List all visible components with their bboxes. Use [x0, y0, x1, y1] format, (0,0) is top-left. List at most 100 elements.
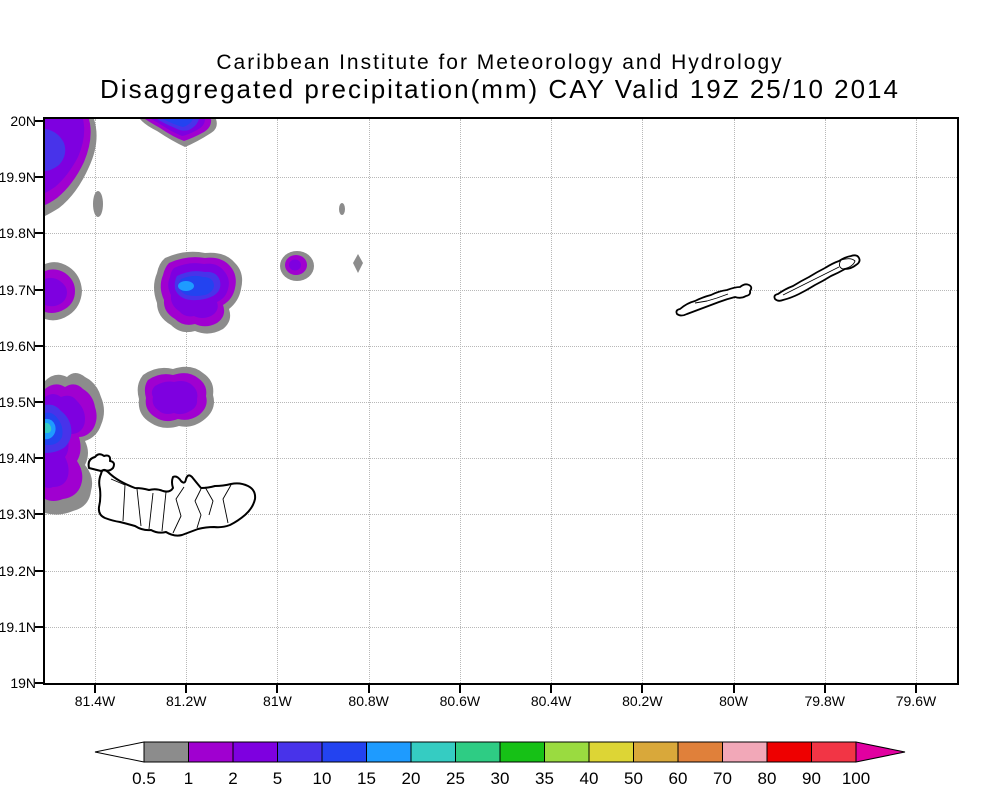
colorbar-label: 100	[842, 769, 870, 788]
lon-tick-mark	[732, 685, 735, 693]
contour-band-5-10	[45, 129, 66, 171]
lon-tick-label: 79.8W	[804, 693, 845, 709]
colorbar-segment	[455, 741, 501, 763]
gridline-latitude	[45, 458, 957, 460]
gridline-latitude	[45, 570, 957, 572]
contour-band-0.5-1	[353, 254, 363, 273]
colorbar-segment	[588, 741, 634, 763]
map-plot-area: 81.4W 81.2W 81W 80.8W 80.6W 80.4W 80.2W 80W 79.8…	[0, 113, 959, 709]
district-boundaries	[110, 478, 232, 534]
lon-tick-label: 81.2W	[165, 693, 207, 709]
lat-tick-mark	[35, 120, 43, 122]
contour-band-2-5	[45, 277, 67, 307]
contour-band-10-15	[179, 275, 214, 296]
lat-tick-mark	[35, 288, 43, 291]
contour-band-10-15	[163, 119, 193, 127]
colorbar-segment	[410, 741, 456, 763]
lat-tick-mark	[35, 569, 43, 572]
gridline-longitude	[824, 119, 826, 683]
colorbar-segment	[499, 741, 545, 763]
precip-cell-5	[45, 262, 82, 321]
colorbar: 0.5 1 2 5 10 15 20 25 30 35 40 50 60 70 80 90 100	[94, 741, 906, 788]
colorbar-label: 2	[228, 769, 237, 788]
colorbar-segment	[277, 741, 323, 763]
precip-cell-9	[137, 366, 214, 428]
lon-tick-mark	[185, 685, 188, 693]
gridline-longitude	[915, 119, 917, 683]
gridline-latitude	[45, 626, 957, 628]
lat-tick-mark	[35, 457, 43, 460]
colorbar-label: 30	[491, 769, 510, 788]
lat-tick-label: 19.5N	[0, 394, 36, 410]
colorbar-label: 15	[357, 769, 376, 788]
island-outline-little-cayman	[675, 283, 753, 317]
lon-tick-mark	[641, 685, 644, 693]
colorbar-label: 40	[580, 769, 599, 788]
colorbar-segment	[766, 741, 812, 763]
colorbar-label: 5	[273, 769, 282, 788]
lon-tick-mark	[458, 685, 461, 693]
gridline-longitude	[277, 119, 279, 683]
lon-tick-label: 80.6W	[439, 693, 481, 709]
lat-tick-mark	[35, 344, 43, 347]
colorbar-label: 35	[535, 769, 554, 788]
lat-tick-label: 19.4N	[0, 450, 36, 467]
lat-tick-mark	[35, 401, 43, 403]
contour-band-2-5	[289, 259, 301, 271]
colorbar-label: 25	[446, 769, 465, 788]
colorbar-over-arrow	[855, 741, 906, 763]
colorbar-label: 10	[313, 769, 332, 788]
colorbar-segment	[366, 741, 412, 763]
gridline-latitude	[45, 402, 957, 403]
lat-tick-label: 19.1N	[0, 618, 36, 635]
precip-cell-6	[154, 251, 243, 334]
colorbar-label: 50	[624, 769, 643, 788]
colorbar-segment	[722, 741, 768, 763]
colorbar-segment	[321, 741, 367, 763]
colorbar-segment	[633, 741, 679, 763]
colorbar-label: 90	[802, 769, 821, 788]
page-title: Caribbean Institute for Meteorology and …	[216, 51, 784, 74]
precip-cell-3	[93, 191, 103, 217]
colorbar-label: 20	[402, 769, 421, 788]
precip-cell-10	[45, 373, 104, 515]
lon-tick-mark	[823, 685, 826, 693]
colorbar-segment	[544, 741, 590, 763]
lat-tick-label: 19N	[10, 675, 36, 691]
lat-tick-mark	[35, 513, 43, 516]
lat-tick-mark	[35, 176, 43, 179]
lon-tick-label: 81W	[263, 693, 292, 709]
colorbar-under-arrow	[94, 741, 145, 763]
inner-detail	[782, 266, 840, 296]
contour-band-15-20	[178, 281, 194, 291]
lat-tick-label: 19.7N	[0, 281, 36, 298]
precip-cell-1	[45, 119, 97, 216]
lon-tick-label: 80W	[719, 693, 748, 709]
precip-cell-2	[140, 119, 217, 147]
inner-loop	[838, 258, 856, 270]
lon-tick-mark	[367, 685, 370, 693]
lat-tick-label: 19.6N	[0, 337, 36, 354]
gridline-latitude	[45, 514, 957, 516]
precip-cell-8	[353, 254, 363, 273]
lon-tick-label: 80.4W	[530, 693, 572, 709]
contour-band-0.5-1	[93, 191, 103, 217]
contour-band-0.5-1	[339, 203, 345, 215]
colorbar-label: 80	[758, 769, 777, 788]
precip-cell-4	[339, 203, 345, 215]
precipitation-contours	[45, 119, 861, 537]
lat-tick-label: 19.2N	[0, 562, 36, 579]
colorbar-label: 60	[669, 769, 688, 788]
lon-tick-label: 81.4W	[74, 693, 116, 709]
gridline-longitude	[368, 119, 370, 683]
gridline-longitude	[459, 119, 461, 683]
precip-cell-7	[280, 251, 314, 281]
island-outline-grand-cayman	[87, 453, 257, 537]
page-subtitle: Disaggregated precipitation(mm) CAY Vali…	[100, 74, 900, 104]
lat-tick-mark	[35, 232, 43, 235]
lon-tick-mark	[914, 685, 917, 693]
lat-tick-label: 19.3N	[0, 506, 36, 523]
lat-tick-mark	[35, 682, 43, 684]
contour-band-20-25	[45, 422, 52, 433]
